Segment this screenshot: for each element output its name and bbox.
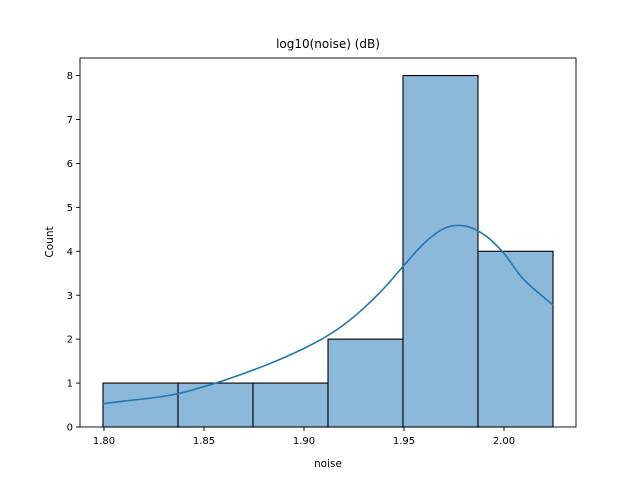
plot-frame: [79, 57, 577, 428]
y-axis-ticks: 0 1 2 3 4 5 6 7 8: [67, 71, 80, 434]
histogram-bar-4: [402, 75, 479, 428]
y-tick-label-0: 0: [67, 423, 73, 434]
y-tick-label-4: 4: [67, 247, 73, 258]
y-tick-label-3: 3: [67, 291, 73, 302]
x-axis-label: noise: [314, 458, 342, 470]
y-tick-label-2: 2: [67, 335, 73, 346]
chart-title: log10(noise) (dB): [276, 37, 380, 51]
y-tick-label-1: 1: [67, 379, 73, 390]
y-tick-label-7: 7: [67, 115, 73, 126]
y-tick-label-5: 5: [67, 203, 73, 214]
y-tick-label-6: 6: [67, 159, 73, 170]
bars-group: [102, 75, 554, 428]
histogram-bar-3: [327, 338, 404, 428]
histogram-bar-2: [252, 382, 329, 428]
x-tick-label-1: 1.85: [193, 436, 215, 447]
x-tick-label-3: 1.95: [393, 436, 415, 447]
histogram-bar-0: [102, 382, 179, 428]
histogram-bar-1: [177, 382, 254, 428]
x-axis-ticks: 1.80 1.85 1.90 1.95 2.00: [93, 427, 515, 447]
kde-curve: [102, 224, 554, 405]
histogram-bar-5: [477, 250, 554, 428]
y-tick-label-8: 8: [67, 71, 73, 82]
x-tick-label-4: 2.00: [493, 436, 515, 447]
x-tick-label-0: 1.80: [93, 436, 115, 447]
x-tick-label-2: 1.90: [293, 436, 315, 447]
y-axis-label: Count: [44, 226, 56, 257]
